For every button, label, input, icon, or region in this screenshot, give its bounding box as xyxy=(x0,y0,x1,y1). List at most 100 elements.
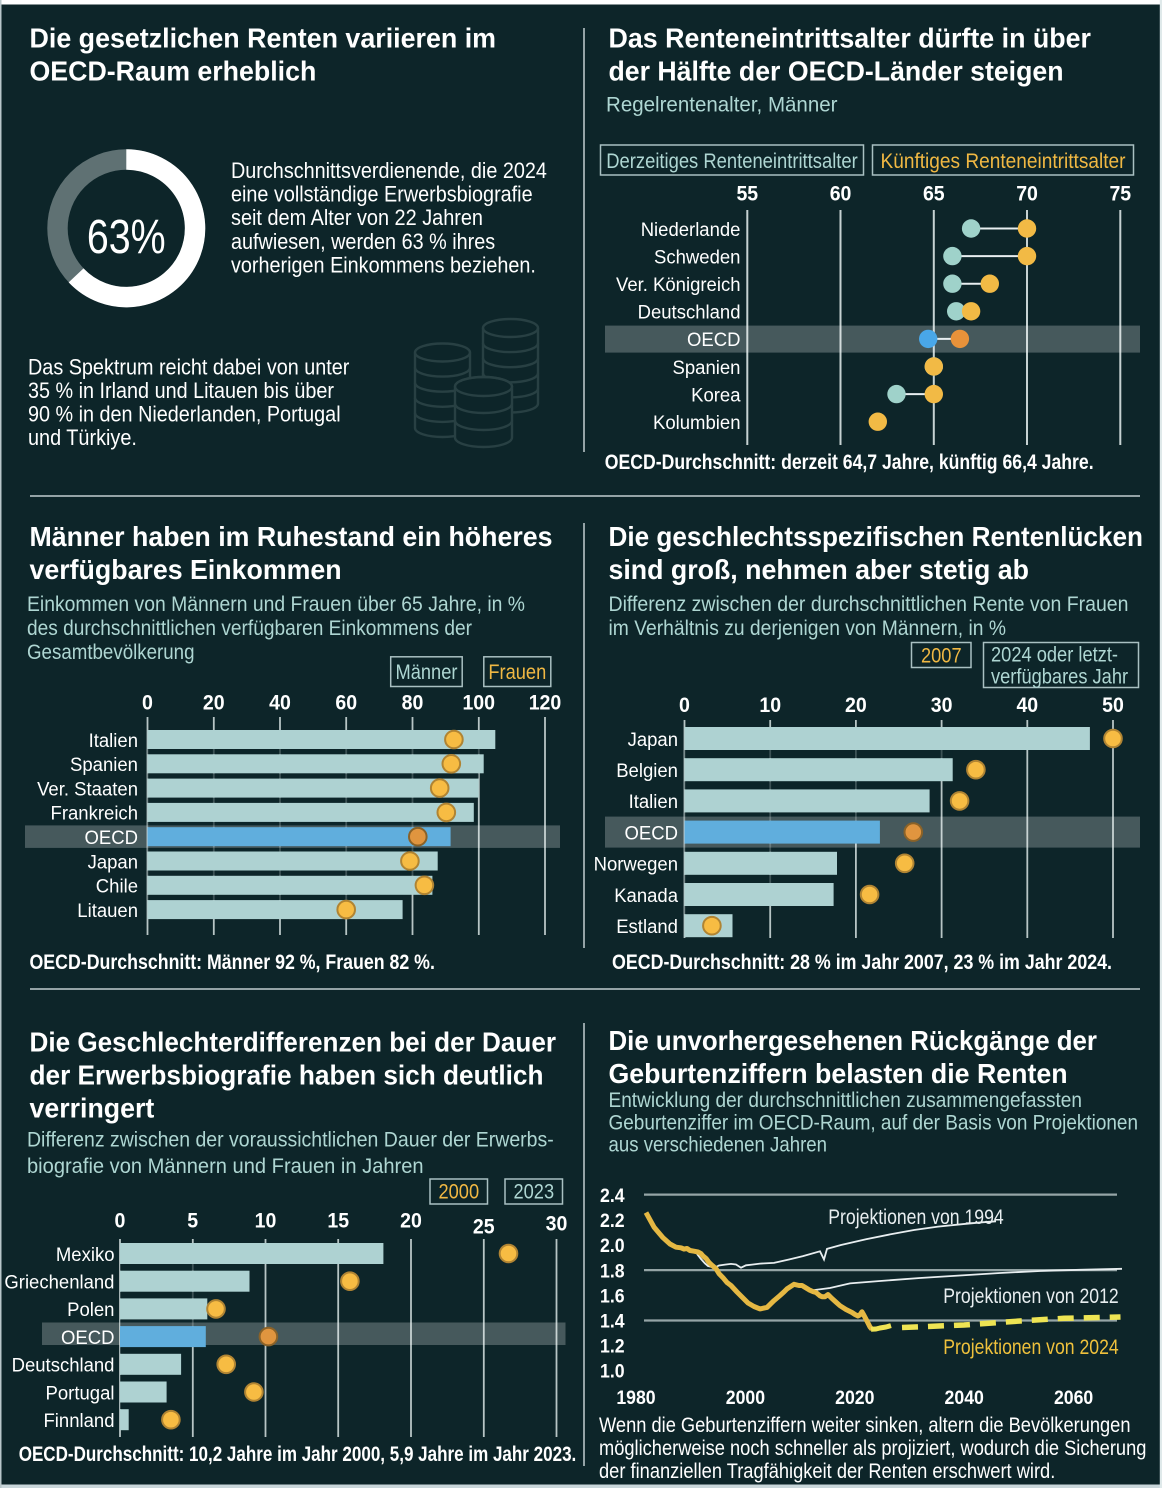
svg-text:Differenz zwischen der vorauss: Differenz zwischen der voraussichtlichen… xyxy=(27,1129,554,1152)
svg-text:eine vollständige Erwerbsbiogr: eine vollständige Erwerbsbiografie xyxy=(231,182,533,207)
svg-text:35 % in Irland und Litauen bis: 35 % in Irland und Litauen bis über xyxy=(28,378,334,403)
svg-text:20: 20 xyxy=(400,1210,422,1233)
svg-text:Einkommen von Männern und Frau: Einkommen von Männern und Frauen über 65… xyxy=(27,593,525,616)
svg-text:Ver. Königreich: Ver. Königreich xyxy=(616,274,741,296)
svg-text:der finanziellen Tragfähigkeit: der finanziellen Tragfähigkeit der Rente… xyxy=(599,1460,1055,1483)
svg-text:70: 70 xyxy=(1016,183,1038,206)
svg-text:2007: 2007 xyxy=(921,645,962,668)
svg-text:Geburtenziffern belasten die R: Geburtenziffern belasten die Renten xyxy=(609,1058,1068,1089)
svg-text:OECD-Durchschnitt: Männer 92 %: OECD-Durchschnitt: Männer 92 %, Frauen 8… xyxy=(30,949,435,974)
svg-text:Finnland: Finnland xyxy=(44,1410,115,1432)
svg-text:verringert: verringert xyxy=(30,1093,155,1124)
svg-text:30: 30 xyxy=(546,1213,568,1236)
svg-text:40: 40 xyxy=(1016,694,1038,717)
svg-text:1.2: 1.2 xyxy=(600,1337,625,1358)
svg-text:2020: 2020 xyxy=(835,1388,874,1409)
svg-text:Entwicklung der durchschnittli: Entwicklung der durchschnittlichen zusam… xyxy=(609,1089,1083,1112)
svg-text:Gesamtbevölkerung: Gesamtbevölkerung xyxy=(27,641,195,664)
svg-text:verfügbares Einkommen: verfügbares Einkommen xyxy=(30,554,342,585)
svg-text:10: 10 xyxy=(759,694,781,717)
svg-text:Belgien: Belgien xyxy=(616,760,678,782)
svg-text:1.0: 1.0 xyxy=(600,1362,625,1383)
svg-text:und Türkiye.: und Türkiye. xyxy=(28,425,137,450)
svg-text:Die unvorhergesehenen Rückgäng: Die unvorhergesehenen Rückgänge der xyxy=(609,1025,1098,1056)
svg-text:2060: 2060 xyxy=(1054,1388,1093,1409)
svg-text:Frankreich: Frankreich xyxy=(51,803,139,825)
svg-text:Männer: Männer xyxy=(396,661,458,684)
svg-text:der Erwerbsbiografie haben sic: der Erwerbsbiografie haben sich deutlich xyxy=(30,1060,544,1091)
svg-text:Die Geschlechterdifferenzen be: Die Geschlechterdifferenzen bei der Daue… xyxy=(30,1027,557,1058)
svg-text:Italien: Italien xyxy=(89,730,138,752)
svg-text:Kanada: Kanada xyxy=(614,885,678,907)
svg-text:10: 10 xyxy=(255,1210,277,1233)
svg-text:verfügbares Jahr: verfügbares Jahr xyxy=(991,666,1128,689)
svg-text:im Verhältnis zu derjenigen vo: im Verhältnis zu derjenigen von Männern,… xyxy=(609,617,1007,640)
svg-text:Litauen: Litauen xyxy=(77,900,138,922)
svg-text:Griechenland: Griechenland xyxy=(4,1272,114,1294)
svg-text:Männer haben im Ruhestand ein: Männer haben im Ruhestand ein höheres xyxy=(30,521,553,552)
svg-text:vorherigen Einkommens beziehen: vorherigen Einkommens beziehen. xyxy=(231,252,536,277)
svg-text:2023: 2023 xyxy=(514,1181,555,1204)
svg-text:55: 55 xyxy=(736,183,758,206)
svg-text:Polen: Polen xyxy=(67,1299,114,1321)
svg-text:2000: 2000 xyxy=(726,1388,765,1409)
svg-text:Geburtenziffer im OECD-Raum, a: Geburtenziffer im OECD-Raum, auf der Bas… xyxy=(609,1112,1139,1135)
svg-text:0: 0 xyxy=(142,692,153,715)
svg-text:75: 75 xyxy=(1109,183,1131,206)
svg-text:Japan: Japan xyxy=(628,729,678,751)
svg-text:Deutschland: Deutschland xyxy=(638,302,741,324)
svg-text:20: 20 xyxy=(203,692,225,715)
svg-text:1.4: 1.4 xyxy=(600,1312,625,1333)
svg-text:möglicherweise noch schneller: möglicherweise noch schneller als projiz… xyxy=(599,1437,1146,1460)
svg-text:sind groß, nehmen aber stetig: sind groß, nehmen aber stetig ab xyxy=(609,554,1030,585)
svg-text:25: 25 xyxy=(473,1216,495,1239)
svg-text:100: 100 xyxy=(462,692,495,715)
svg-text:65: 65 xyxy=(923,183,945,206)
svg-text:Italien: Italien xyxy=(629,791,678,813)
svg-text:Künftiges Renteneintrittsalter: Künftiges Renteneintrittsalter xyxy=(881,150,1126,173)
svg-text:63%: 63% xyxy=(87,211,166,264)
svg-text:Durchschnittsverdienende, die: Durchschnittsverdienende, die 2024 xyxy=(231,158,547,183)
svg-text:Differenz zwischen der durchsc: Differenz zwischen der durchschnittliche… xyxy=(609,593,1129,616)
svg-text:Mexiko: Mexiko xyxy=(56,1244,115,1266)
svg-text:120: 120 xyxy=(529,692,562,715)
svg-text:1980: 1980 xyxy=(616,1388,655,1409)
svg-text:2000: 2000 xyxy=(439,1181,480,1204)
svg-text:1.6: 1.6 xyxy=(600,1286,625,1307)
svg-text:60: 60 xyxy=(335,692,357,715)
svg-text:OECD: OECD xyxy=(687,329,741,351)
svg-text:15: 15 xyxy=(327,1210,349,1233)
svg-text:2.2: 2.2 xyxy=(600,1211,625,1232)
svg-text:Niederlande: Niederlande xyxy=(641,219,741,241)
svg-text:Projektionen von 2024: Projektionen von 2024 xyxy=(943,1335,1118,1359)
svg-text:Estland: Estland xyxy=(616,916,678,938)
svg-text:2040: 2040 xyxy=(945,1388,984,1409)
svg-text:Deutschland: Deutschland xyxy=(12,1355,115,1377)
svg-text:60: 60 xyxy=(830,183,852,206)
svg-text:OECD: OECD xyxy=(61,1327,115,1349)
svg-text:Das Renteneintrittsalter dürft: Das Renteneintrittsalter dürfte in über xyxy=(609,23,1092,54)
svg-text:biografie von Männern und Frau: biografie von Männern und Frauen in Jahr… xyxy=(27,1155,424,1178)
svg-text:80: 80 xyxy=(402,692,424,715)
svg-text:OECD: OECD xyxy=(85,827,139,849)
svg-text:2.4: 2.4 xyxy=(600,1186,625,1207)
svg-text:Regelrentenalter, Männer: Regelrentenalter, Männer xyxy=(606,94,838,117)
svg-text:Wenn die Geburtenziffern weite: Wenn die Geburtenziffern weiter sinken, … xyxy=(599,1414,1131,1437)
svg-text:20: 20 xyxy=(845,694,867,717)
svg-text:Projektionen von 2012: Projektionen von 2012 xyxy=(943,1284,1118,1308)
svg-text:der Hälfte der OECD-Länder ste: der Hälfte der OECD-Länder steigen xyxy=(609,56,1064,87)
svg-text:seit dem Alter von 22 Jahren: seit dem Alter von 22 Jahren xyxy=(231,205,483,230)
svg-text:OECD: OECD xyxy=(625,822,679,844)
svg-text:1.8: 1.8 xyxy=(600,1261,625,1282)
svg-text:90 % in den Niederlanden, Port: 90 % in den Niederlanden, Portugal xyxy=(28,402,341,427)
svg-text:Schweden: Schweden xyxy=(654,246,741,268)
svg-text:0: 0 xyxy=(679,694,690,717)
svg-text:Ver. Staaten: Ver. Staaten xyxy=(37,778,138,800)
svg-text:5: 5 xyxy=(187,1210,198,1233)
svg-text:Norwegen: Norwegen xyxy=(594,854,678,876)
svg-text:Frauen: Frauen xyxy=(488,661,546,684)
svg-text:aus verschiedenen Jahren: aus verschiedenen Jahren xyxy=(609,1134,828,1157)
svg-text:OECD-Raum erheblich: OECD-Raum erheblich xyxy=(30,56,317,87)
svg-text:Das Spektrum reicht dabei von: Das Spektrum reicht dabei von unter xyxy=(28,355,350,380)
svg-text:Chile: Chile xyxy=(96,876,138,898)
